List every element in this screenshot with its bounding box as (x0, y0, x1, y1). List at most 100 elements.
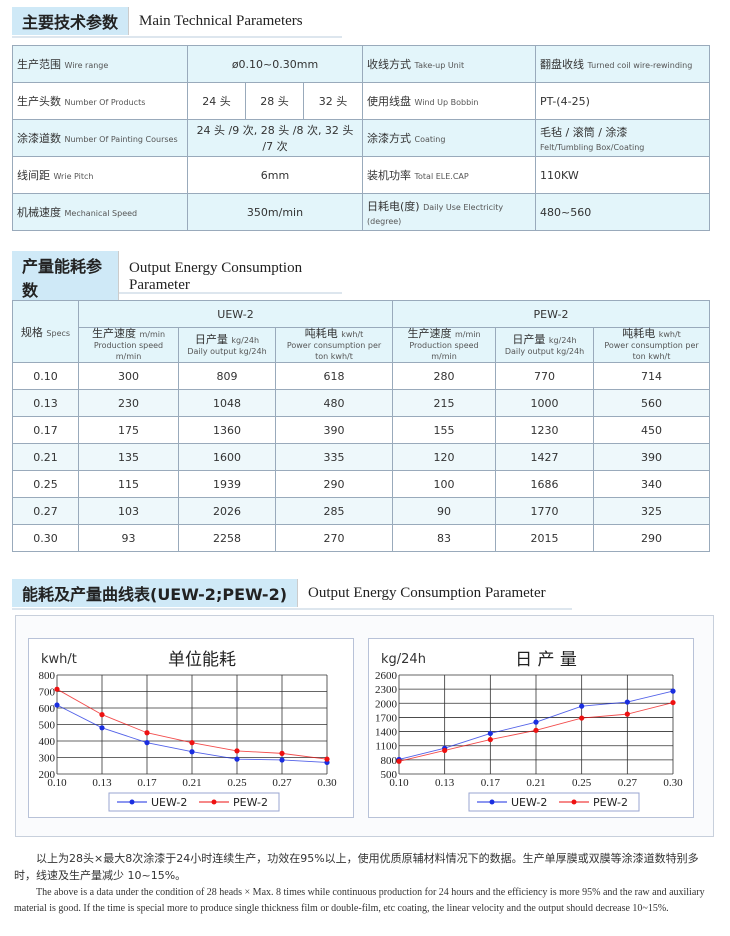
legend (108, 792, 280, 812)
col-cn: 吨耗电 (304, 327, 338, 340)
cell: 0.25 (33, 477, 58, 491)
data-point-UEW-2 (670, 688, 676, 694)
table-cell: 103 (78, 497, 179, 525)
table-cell: 175 (78, 416, 179, 444)
value-cn: PT-(4-25) (540, 94, 590, 108)
cell: 0.21 (33, 450, 58, 464)
table-cell: 115 (78, 470, 179, 498)
data-point-PEW-2 (234, 748, 240, 754)
legend-label: UEW-2 (511, 796, 547, 809)
param-label: 生产范围 Wire range (12, 45, 188, 83)
value: 24 头 /9 次, 28 头 /8 次, 32 头 /7 次 (196, 124, 354, 153)
param-label: 涂漆方式 Coating (362, 119, 536, 157)
param-row: 涂漆道数 Number Of Painting Courses 24 头 /9 次… (12, 119, 710, 157)
table-cell: 2258 (178, 524, 276, 552)
data-point-UEW-2 (487, 730, 493, 737)
cell: 335 (323, 450, 345, 464)
table-row: 0.17 175 1360 390 155 1230 450 (12, 416, 710, 444)
x-tick-label: 0.13 (92, 777, 112, 789)
data-point-PEW-2 (624, 711, 630, 717)
column-header: 吨耗电 kwh/t Power consumption per ton kwh/t (593, 327, 710, 363)
data-point-PEW-2 (324, 756, 330, 762)
note-cn: 以上为28头×最大8次涂漆于24小时连续生产，功效在95%以上，使用优质原辅材料… (14, 852, 699, 882)
table-cell: 480 (275, 389, 393, 417)
specs-en: Specs (46, 328, 71, 338)
table-cell: 1048 (178, 389, 276, 417)
legend (468, 792, 640, 812)
legend-label: PEW-2 (233, 796, 268, 809)
y-tick-label: 700 (39, 687, 56, 699)
table-cell: 1770 (495, 497, 594, 525)
table-cell: 0.10 (12, 362, 79, 390)
data-point-PEW-2 (396, 758, 402, 764)
cell: 390 (641, 450, 662, 464)
table-cell: 215 (392, 389, 496, 417)
section-heading-output-energy: 产量能耗参数 Output Energy Consumption Paramet… (12, 251, 342, 303)
cell: 103 (118, 504, 139, 518)
x-tick-label: 0.27 (272, 777, 292, 789)
table-row: 0.13 230 1048 480 215 1000 560 (12, 389, 710, 417)
x-tick-label: 0.17 (481, 777, 501, 789)
table-cell: 450 (593, 416, 710, 444)
label-en: Wind Up Bobbin (414, 98, 479, 107)
cell: 1600 (213, 450, 241, 464)
group-header-pew: PEW-2 (392, 300, 710, 328)
label-cn: 装机功率 (367, 169, 411, 182)
table-cell: 390 (593, 443, 710, 471)
data-point-PEW-2 (442, 747, 448, 754)
y-tick-label: 1700 (375, 712, 398, 724)
heading-cn: 产量能耗参数 (12, 251, 120, 303)
value-cn: 翻盘收线 (540, 58, 584, 71)
col-en: Daily output kg/24h (504, 346, 585, 356)
chart-title: 日 产 量 (515, 650, 577, 670)
cell: 1939 (213, 477, 241, 491)
cell: 300 (118, 369, 139, 383)
value: 350m/min (246, 205, 304, 219)
group: UEW-2 (217, 307, 254, 321)
col-en: Production speed m/min (409, 341, 479, 361)
section-heading-main-technical: 主要技术参数 Main Technical Parameters (12, 6, 342, 38)
column-header: 生产速度 m/min Production speed m/min (392, 327, 496, 363)
col-unit: m/min (454, 330, 481, 339)
param-label: 收线方式 Take-up Unit (362, 45, 536, 83)
x-tick-label: 0.21 (526, 777, 545, 789)
param-label: 线间距 Wrie Pitch (12, 156, 188, 194)
data-point-PEW-2 (189, 740, 195, 746)
cell: 390 (323, 423, 345, 437)
x-tick-label: 0.27 (618, 777, 638, 789)
column-header: 吨耗电 kwh/t Power consumption per ton kwh/t (275, 327, 393, 363)
param-value: 32 头 (303, 82, 363, 120)
value-cn: 110KW (540, 168, 579, 182)
value: 32 头 (318, 95, 348, 108)
table-cell: 390 (275, 416, 393, 444)
cell: 480 (323, 396, 345, 410)
y-tick-label: 2300 (375, 684, 398, 696)
table-cell: 2026 (178, 497, 276, 525)
param-row: 生产范围 Wire range ø0.10~0.30mm 收线方式 Take-up … (12, 45, 710, 83)
value: ø0.10~0.30mm (231, 57, 319, 71)
table-cell: 325 (593, 497, 710, 525)
data-point-UEW-2 (579, 703, 585, 709)
label-en: Total ELE.CAP (414, 172, 469, 181)
data-point-PEW-2 (579, 715, 585, 721)
cell: 83 (437, 531, 451, 545)
cell: 155 (433, 423, 455, 437)
value: 6mm (260, 168, 290, 182)
data-point-UEW-2 (144, 740, 150, 746)
label-cn: 线间距 (17, 169, 50, 182)
param-value: 480~560 (535, 193, 710, 231)
param-label: 日耗电(度) Daily Use Electricity (degree) (362, 193, 536, 231)
y-tick-label: 1100 (375, 741, 397, 753)
param-value: ø0.10~0.30mm (187, 45, 363, 83)
cell: 120 (433, 450, 455, 464)
param-row: 机械速度 Mechanical Speed 350m/min 日耗电(度) Dail… (12, 193, 710, 231)
param-label: 装机功率 Total ELE.CAP (362, 156, 536, 194)
param-row: 生产头数 Number Of Products 24 头 28 头 32 头 使用线盘 … (12, 82, 710, 120)
col-unit: kwh/t (341, 330, 364, 339)
table-cell: 290 (275, 470, 393, 498)
x-tick-label: 0.25 (227, 777, 247, 789)
cell: 1686 (530, 477, 559, 491)
table-cell: 714 (593, 362, 710, 390)
output-energy-table: 规格 Specs UEW-2 PEW-2 生产速度 m/min Production s… (12, 300, 710, 552)
table-cell: 560 (593, 389, 710, 417)
